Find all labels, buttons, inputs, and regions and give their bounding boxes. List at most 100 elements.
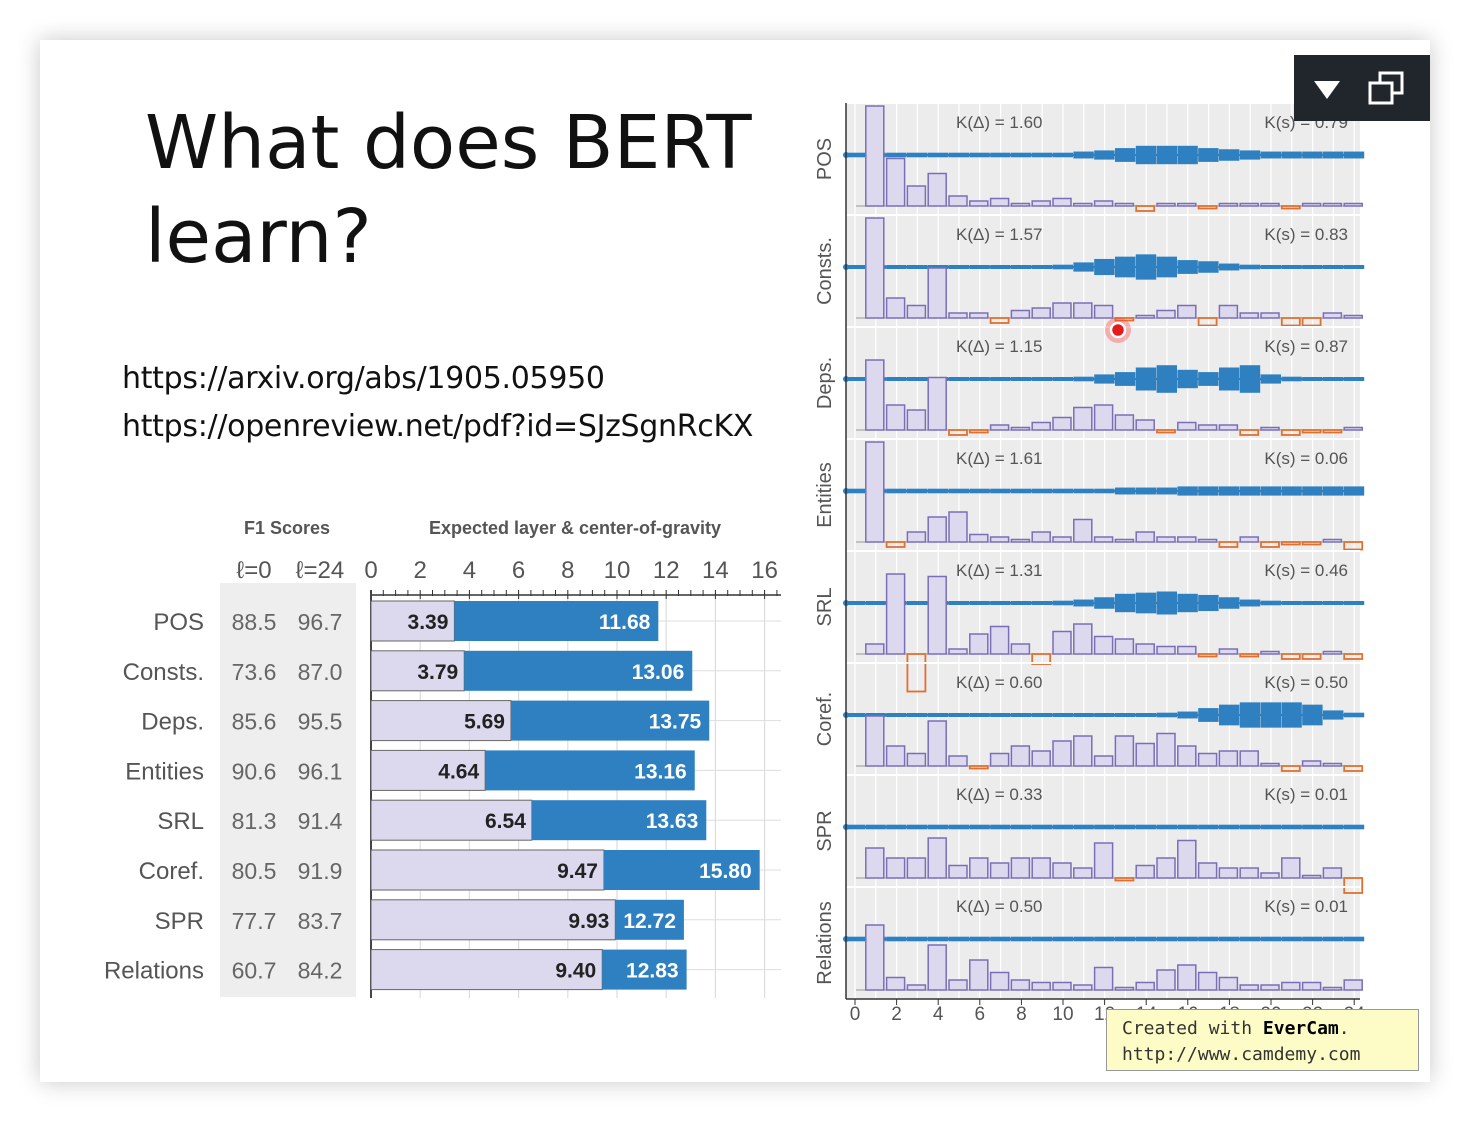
delta-bar-positive: [1197, 752, 1218, 767]
cumulative-band-segment: [1198, 261, 1219, 273]
delta-bar-positive: [927, 172, 947, 207]
cumulative-band-segment: [1011, 936, 1032, 942]
delta-bar-negative: [1301, 429, 1322, 434]
cumulative-band-segment: [1052, 488, 1073, 494]
delta-bar-positive: [989, 197, 1010, 207]
delta-bar-positive: [1073, 202, 1093, 207]
cumulative-band-segment: [1177, 260, 1198, 274]
f1-cell-l24: 87.0: [298, 659, 343, 685]
k-s-label: K(s) = 0.01: [1264, 785, 1348, 804]
delta-bar-positive: [1281, 857, 1301, 879]
cumulative-band-segment: [1115, 824, 1136, 830]
delta-bar-positive: [1114, 735, 1135, 767]
cumulative-band-segment: [1031, 265, 1053, 269]
restore-window-icon[interactable]: [1368, 71, 1404, 105]
cumulative-band-segment: [1052, 824, 1073, 830]
cumulative-band-segment: [1177, 711, 1198, 719]
openreview-link[interactable]: https://openreview.net/pdf?id=SJzSgnRcKX: [122, 409, 754, 444]
delta-bar-positive: [1156, 857, 1176, 879]
cumulative-band-segment: [886, 152, 907, 158]
k-s-label: K(s) = 0.50: [1264, 673, 1348, 692]
cumulative-band-segment: [1156, 487, 1177, 495]
delta-bar-positive: [1177, 839, 1197, 879]
k-s-label: K(s) = 0.87: [1264, 337, 1348, 356]
f1-col-header: ℓ=24: [296, 557, 344, 584]
delta-bar-positive: [1093, 536, 1114, 543]
center-of-gravity-bar: [485, 750, 695, 791]
center-of-gravity-label: 13.75: [649, 711, 702, 734]
cumulative-band-segment: [844, 377, 865, 381]
cumulative-band-segment: [1156, 145, 1177, 165]
delta-bar-positive: [1093, 755, 1114, 767]
delta-bar-positive: [885, 745, 906, 767]
f1-cell-l24: 91.4: [298, 808, 343, 834]
delta-bar-positive: [1052, 302, 1072, 319]
f1-cell-l24: 95.5: [298, 709, 343, 735]
right-x-tick-label: 6: [975, 1004, 986, 1025]
delta-bar-negative: [1197, 653, 1218, 658]
center-of-gravity-bar: [603, 850, 760, 890]
delta-bar-negative: [1197, 205, 1218, 210]
cumulative-band-segment: [886, 377, 907, 381]
delta-bar-positive: [865, 643, 885, 655]
f1-cell-l0: 80.5: [232, 858, 277, 884]
cumulative-band-segment: [948, 713, 969, 717]
delta-bar-positive: [989, 971, 1010, 991]
cumulative-band-segment: [1052, 152, 1073, 158]
cumulative-band-segment: [1156, 824, 1177, 830]
cumulative-band-segment: [1135, 254, 1157, 280]
f1-cell-l24: 96.1: [298, 758, 343, 784]
cumulative-band-segment: [1177, 369, 1198, 389]
cumulative-band-segment: [1094, 258, 1115, 276]
delta-bar-positive: [1322, 312, 1343, 319]
delta-bar-positive: [948, 312, 968, 319]
cumulative-band-segment: [907, 377, 928, 381]
delta-bar-positive: [927, 575, 947, 655]
cumulative-band-segment: [844, 824, 865, 830]
cumulative-band-segment: [948, 488, 969, 494]
panel-task-label: SRL: [814, 588, 836, 627]
delta-bar-negative: [1343, 765, 1364, 772]
delta-bar-positive: [1239, 312, 1259, 319]
f1-cell-l0: 85.6: [232, 709, 277, 735]
delta-bar-positive: [1218, 867, 1239, 879]
delta-bar-positive: [948, 195, 968, 207]
cumulative-band-segment: [1011, 377, 1032, 381]
f1-cell-l0: 81.3: [232, 808, 277, 834]
cumulative-band-segment: [1156, 936, 1177, 942]
delta-bar-positive: [969, 633, 989, 655]
cumulative-band-segment: [1094, 824, 1115, 830]
cumulative-band-segment: [1323, 936, 1344, 942]
cumulative-band-segment: [1135, 936, 1157, 942]
cumulative-band-segment: [969, 265, 990, 269]
cumulative-band-segment: [1343, 265, 1365, 269]
expected-layer-bar: [370, 650, 465, 692]
delta-bar-positive: [948, 864, 968, 879]
cumulative-band-segment: [990, 824, 1011, 830]
delta-bar-negative: [1301, 317, 1322, 327]
cumulative-band-segment: [1115, 256, 1136, 278]
k-s-label: K(s) = 0.01: [1264, 897, 1348, 916]
cumulative-band-segment: [844, 488, 865, 494]
delta-bar-positive: [1031, 200, 1051, 207]
delta-bar-positive: [1073, 623, 1093, 655]
cumulative-band-segment: [1198, 372, 1219, 386]
triangle-down-icon[interactable]: [1314, 81, 1340, 99]
cumulative-band-segment: [1011, 713, 1032, 717]
expected-layer-label: 9.47: [557, 860, 598, 883]
cumulative-band-segment: [1302, 601, 1323, 605]
cumulative-band-segment: [907, 265, 928, 269]
delta-bar-positive: [1010, 202, 1031, 207]
delta-bar-positive: [1343, 426, 1363, 431]
cumulative-band-segment: [1323, 710, 1344, 720]
cumulative-band-segment: [1219, 936, 1240, 942]
cumulative-band-segment: [1198, 594, 1219, 612]
f1-cell-l24: 84.2: [298, 958, 343, 984]
arxiv-link[interactable]: https://arxiv.org/abs/1905.05950: [122, 361, 605, 396]
watermark-url[interactable]: http://www.camdemy.com: [1122, 1044, 1361, 1065]
delta-bar-positive: [1322, 762, 1343, 767]
delta-bar-positive: [1052, 981, 1072, 991]
delta-bar-positive: [1073, 406, 1093, 431]
watermark-badge: Created with EverCam. http://www.camdemy…: [1106, 1009, 1419, 1071]
cumulative-band-segment: [1156, 712, 1177, 718]
